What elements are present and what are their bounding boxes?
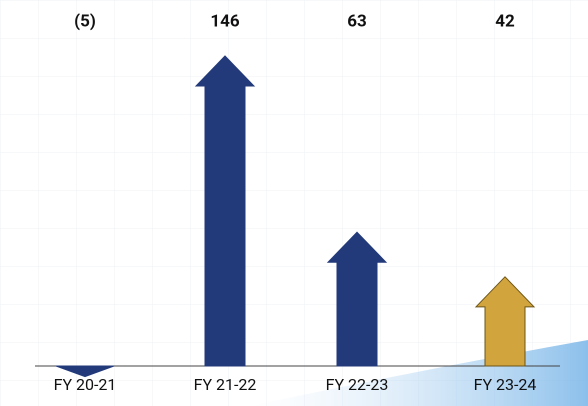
x-tick-label: FY 22-23 [326, 375, 389, 394]
arrow-bar [55, 365, 115, 378]
value-label: 146 [210, 11, 240, 31]
arrow-bar [474, 276, 536, 367]
value-label: 42 [495, 11, 515, 31]
arrow-bar [194, 55, 256, 367]
x-tick-label: FY 21-22 [194, 375, 257, 394]
x-tick-label: FY 20-21 [54, 375, 117, 394]
x-tick-label: FY 23-24 [474, 375, 537, 394]
arrow-bar [326, 231, 388, 367]
value-label: 63 [347, 11, 367, 31]
value-label: (5) [74, 11, 96, 31]
